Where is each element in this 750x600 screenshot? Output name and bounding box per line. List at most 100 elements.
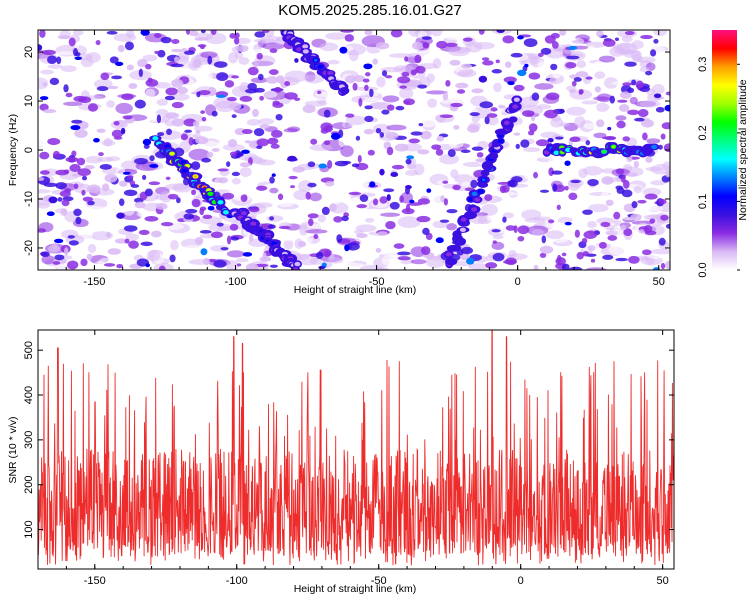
spectrogram-feature-cell xyxy=(512,104,519,109)
spectrogram-noise-cell xyxy=(443,198,448,206)
spectrogram-noise-cell xyxy=(67,260,79,270)
spectrogram-noise-cell xyxy=(646,138,661,144)
spectrogram-noise-cell xyxy=(426,188,432,193)
spectrogram-noise-cell xyxy=(508,249,517,258)
spectrogram-noise-cell xyxy=(73,208,82,217)
spectrogram-noise-cell xyxy=(271,173,276,177)
spectrogram-noise-cell xyxy=(299,30,312,40)
spectrogram-noise-cell xyxy=(269,216,275,221)
spectrogram-noise-cell xyxy=(325,181,335,187)
spectrogram-noise-cell xyxy=(127,175,134,179)
spectrogram-noise-cell xyxy=(568,45,578,50)
spectrogram-noise-cell xyxy=(142,138,152,146)
spectrogram-noise-cell xyxy=(637,199,647,204)
spectrogram-noise-cell xyxy=(503,76,517,84)
spectrogram-noise-cell xyxy=(217,177,229,184)
spectrogram-noise-cell xyxy=(362,78,370,83)
spectrogram-noise-cell xyxy=(394,143,409,152)
spectrogram-noise-cell xyxy=(660,214,669,221)
spectrogram-noise-cell xyxy=(491,229,501,233)
spectrogram-noise-cell xyxy=(430,30,443,37)
spectrogram-noise-cell xyxy=(448,47,470,57)
spectrogram-noise-cell xyxy=(319,42,339,52)
spectrogram-noise-cell xyxy=(149,155,155,162)
spectrogram-noise-cell xyxy=(309,192,322,202)
spectrogram-noise-cell xyxy=(615,257,628,262)
spectrogram-x-tick-label: -100 xyxy=(224,276,246,288)
spectrogram-noise-cell xyxy=(142,174,147,180)
spectrogram-noise-cell xyxy=(645,156,653,163)
spectrogram-noise-cell xyxy=(78,96,92,104)
spectrogram-noise-cell xyxy=(355,135,361,141)
spectrogram-noise-cell xyxy=(379,168,385,176)
spectrogram-noise-cell xyxy=(269,187,279,194)
spectrogram-noise-cell xyxy=(422,227,430,236)
spectrogram-noise-cell xyxy=(294,97,301,101)
spectrogram-noise-cell xyxy=(596,93,612,103)
spectrogram-noise-cell xyxy=(457,69,477,78)
spectrogram-noise-cell xyxy=(333,216,343,223)
spectrogram-noise-cell xyxy=(490,107,498,112)
spectrogram-noise-cell xyxy=(229,33,237,39)
spectrogram-noise-cell xyxy=(627,87,635,94)
spectrogram-feature-cell xyxy=(611,145,616,148)
spectrogram-noise-cell xyxy=(615,185,624,190)
spectrogram-noise-cell xyxy=(323,109,331,118)
spectrogram-noise-cell xyxy=(551,170,563,175)
spectrogram-noise-cell xyxy=(59,190,71,197)
spectrogram-noise-cell xyxy=(605,230,619,236)
spectrogram-noise-cell xyxy=(321,206,330,216)
spectrogram-noise-cell xyxy=(207,205,215,211)
spectrogram-noise-cell xyxy=(73,183,79,190)
spectrogram-noise-cell xyxy=(278,49,293,58)
spectrogram-noise-cell xyxy=(65,92,73,98)
spectrogram-noise-cell xyxy=(278,115,301,125)
spectrogram-noise-cell xyxy=(380,212,401,217)
spectrogram-noise-cell xyxy=(118,198,125,206)
spectrogram-feature-cell xyxy=(302,49,309,54)
spectrogram-noise-cell xyxy=(447,149,456,157)
spectrogram-noise-cell xyxy=(576,251,584,260)
spectrogram-noise-cell xyxy=(551,41,559,49)
spectrogram-noise-cell xyxy=(411,41,424,50)
spectrogram-noise-cell xyxy=(144,216,159,222)
spectrogram-noise-cell xyxy=(586,45,597,56)
spectrogram-noise-cell xyxy=(357,154,362,163)
spectrogram-noise-cell xyxy=(158,68,174,76)
spectrogram-noise-cell xyxy=(397,256,411,261)
spectrogram-noise-cell xyxy=(513,132,521,136)
spectrogram-noise-cell xyxy=(313,233,319,240)
spectrogram-noise-cell xyxy=(614,37,619,41)
spectrogram-noise-cell xyxy=(140,241,153,247)
spectrogram-noise-cell xyxy=(222,143,245,151)
spectrogram-noise-cell xyxy=(228,119,243,125)
spectrogram-noise-cell xyxy=(446,223,457,231)
spectrogram-noise-cell xyxy=(440,195,445,203)
snr-y-label: SNR (10 * v/v) xyxy=(7,416,19,483)
spectrogram-noise-cell xyxy=(70,194,80,204)
spectrogram-noise-cell xyxy=(370,151,388,160)
spectrogram-noise-cell xyxy=(68,240,79,246)
spectrogram-noise-cell xyxy=(482,60,494,66)
spectrogram-noise-cell xyxy=(547,137,554,143)
spectrogram-noise-cell xyxy=(124,41,134,51)
spectrogram-noise-cell xyxy=(422,42,430,49)
spectrogram-noise-cell xyxy=(512,124,531,130)
spectrogram-noise-cell xyxy=(585,140,591,146)
spectrogram-noise-cell xyxy=(157,132,165,137)
spectrogram-noise-cell xyxy=(587,178,599,187)
spectrogram-noise-cell xyxy=(298,180,313,193)
spectrogram-noise-cell xyxy=(145,63,152,70)
spectrogram-noise-cell xyxy=(329,198,342,205)
spectrogram-noise-cell xyxy=(379,131,385,138)
spectrogram-noise-cell xyxy=(564,185,569,191)
spectrogram-noise-cell xyxy=(340,30,354,33)
spectrogram-noise-cell xyxy=(221,192,235,200)
spectrogram-noise-cell xyxy=(307,161,316,168)
spectrogram-noise-cell xyxy=(504,61,512,68)
spectrogram-feature-cell xyxy=(294,261,301,267)
spectrogram-noise-cell xyxy=(502,35,515,44)
spectrogram-noise-cell xyxy=(445,79,451,87)
spectrogram-noise-cell xyxy=(358,97,363,107)
spectrogram-y-tick-label: 10 xyxy=(23,95,35,107)
